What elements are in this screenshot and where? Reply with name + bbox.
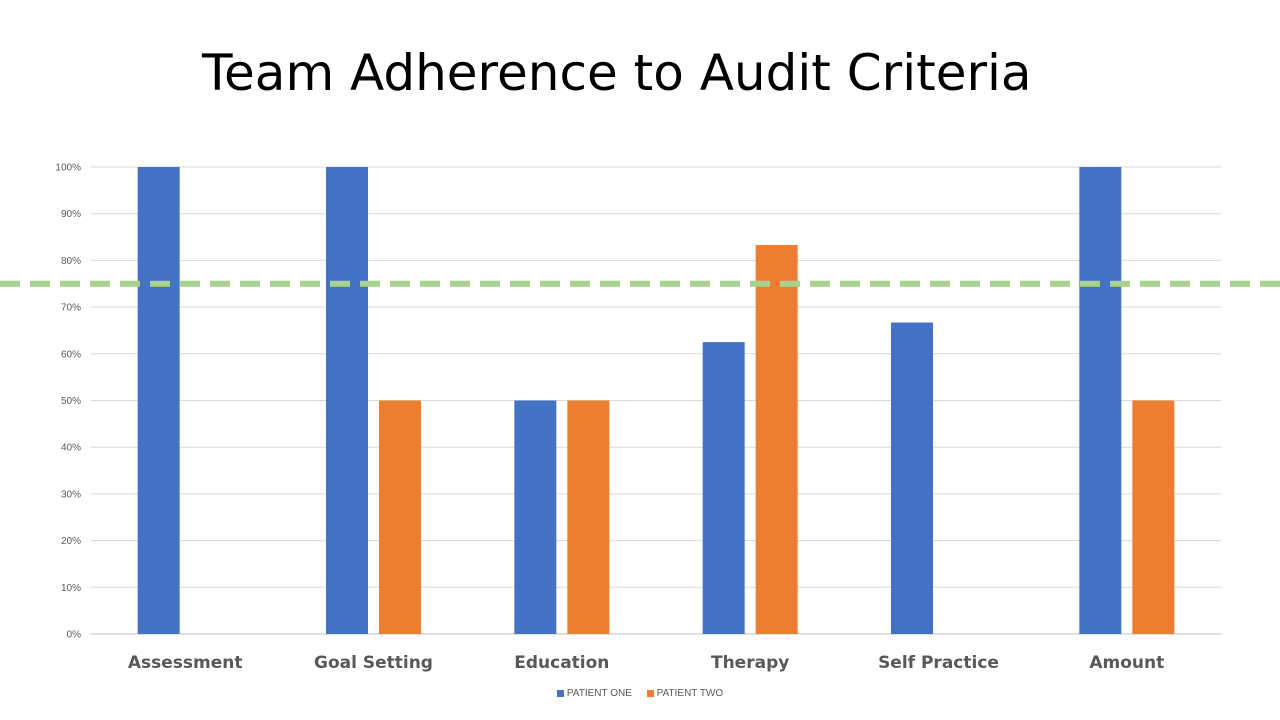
legend-swatch-patient-two <box>646 690 654 697</box>
y-tick-label: 20% <box>61 536 81 547</box>
y-tick-label: 70% <box>61 303 81 314</box>
y-tick-label: 50% <box>61 396 81 407</box>
legend-item-patient-two: PATIENT TWO <box>646 688 724 699</box>
bar-patient-one-goal-setting <box>326 167 368 634</box>
y-tick-label: 90% <box>61 209 81 220</box>
y-tick-label: 0% <box>67 630 82 641</box>
y-tick-label: 60% <box>61 349 81 360</box>
legend: PATIENT ONE PATIENT TWO <box>0 688 1280 700</box>
legend-label-patient-one: PATIENT ONE <box>566 688 632 699</box>
bar-patient-one-self-practice <box>891 322 933 634</box>
y-tick-label: 40% <box>61 443 81 454</box>
legend-label-patient-two: PATIENT TWO <box>656 688 724 699</box>
y-tick-label: 80% <box>61 256 81 267</box>
x-category-label: Assessment <box>128 653 243 673</box>
x-category-label: Goal Setting <box>314 653 433 673</box>
chart-title: Team Adherence to Audit Criteria <box>202 44 1032 102</box>
bar-patient-two-goal-setting <box>379 400 421 634</box>
y-tick-label: 30% <box>61 489 81 500</box>
legend-swatch-patient-one <box>556 690 564 697</box>
x-category-label: Education <box>514 653 609 673</box>
bar-patient-one-amount <box>1079 167 1122 634</box>
bar-patient-one-therapy <box>702 342 745 634</box>
y-tick-label: 10% <box>61 583 81 594</box>
x-axis-labels: Assessment Goal Setting Education Therapy Se… <box>128 653 1164 673</box>
bar-patient-two-education <box>567 400 610 634</box>
bar-patient-two-therapy <box>755 244 798 634</box>
legend-item-patient-one: PATIENT ONE <box>556 688 632 699</box>
bar-patient-one-assessment <box>137 167 180 634</box>
y-tick-label: 100% <box>55 163 81 174</box>
x-category-label: Self Practice <box>878 653 999 673</box>
bars <box>137 167 1175 634</box>
y-axis-labels: 0% 10% 20% 30% 40% 50% 60% 70% 80% 90% 100% <box>55 163 81 641</box>
gridlines <box>91 166 1221 635</box>
bar-patient-two-amount <box>1132 400 1175 634</box>
x-category-label: Amount <box>1089 653 1164 673</box>
bar-patient-one-education <box>514 400 557 634</box>
x-category-label: Therapy <box>711 653 789 673</box>
